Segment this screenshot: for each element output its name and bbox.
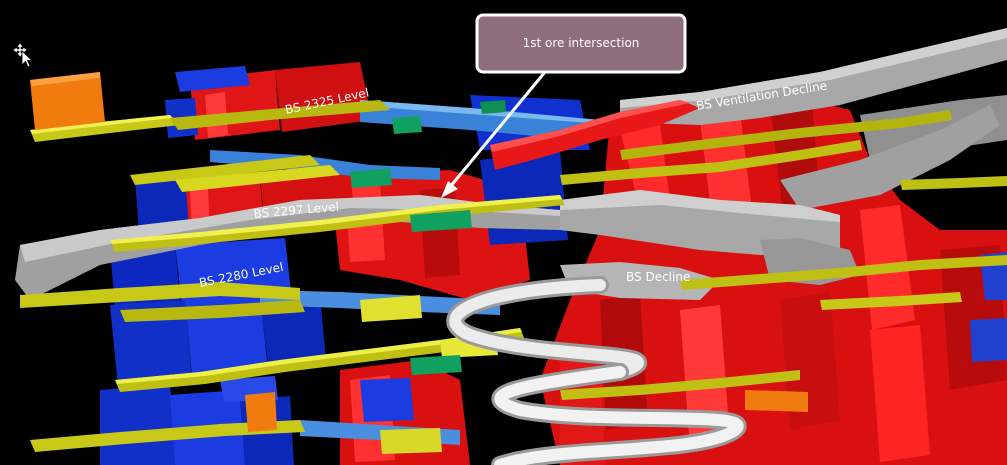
orange-markers bbox=[30, 72, 808, 432]
callout-text: 1st ore intersection bbox=[523, 36, 640, 50]
spiral-decline bbox=[446, 276, 747, 465]
navigation-cursor-icon[interactable] bbox=[12, 42, 34, 68]
level-drives-yellow bbox=[20, 100, 1007, 454]
label-bs-decline: BS Decline bbox=[626, 270, 690, 284]
callout-box bbox=[475, 13, 687, 74]
red-decline bbox=[490, 100, 700, 170]
callout-arrow-head bbox=[441, 181, 458, 198]
green-markers bbox=[350, 100, 506, 375]
callout-arrow-line bbox=[443, 71, 547, 194]
callout-first-ore-intersection: 1st ore intersection bbox=[441, 13, 687, 198]
